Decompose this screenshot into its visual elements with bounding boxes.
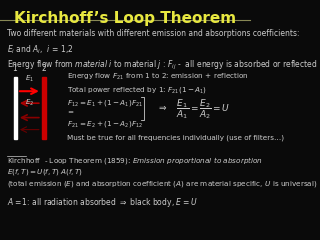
Text: =: = — [68, 109, 74, 115]
Text: Kirchhoff  - Loop Theorem (1859): $Emission$ $proportional$ $to$ $absorption$: Kirchhoff - Loop Theorem (1859): $Emissi… — [7, 155, 264, 166]
Text: $\Rightarrow\quad \dfrac{E_1}{A_1} = \dfrac{E_2}{A_2} = U$: $\Rightarrow\quad \dfrac{E_1}{A_1} = \df… — [157, 97, 231, 121]
Text: $E_i$ and $A_i$,  $i$ = 1,2: $E_i$ and $A_i$, $i$ = 1,2 — [7, 43, 74, 56]
Text: 2: 2 — [41, 64, 46, 73]
Text: (total emission ($E$) and absorption coefficient ($A$) are material specific, $U: (total emission ($E$) and absorption coe… — [7, 179, 318, 189]
Text: Kirchhoff’s Loop Theorem: Kirchhoff’s Loop Theorem — [14, 11, 236, 26]
Text: $E_2$: $E_2$ — [25, 98, 34, 108]
Text: Energy flow from $material$ $i$ to material $j$ : $F_{ij}$ -  all energy is abso: Energy flow from $material$ $i$ to mater… — [7, 59, 318, 72]
Text: Total power reflected by 1: $F_{21}(1-A_1)$: Total power reflected by 1: $F_{21}(1-A_… — [68, 85, 208, 95]
Bar — [14, 77, 17, 139]
Text: $F_{21} = E_2 + (1-A_2)F_{12}$: $F_{21} = E_2 + (1-A_2)F_{12}$ — [68, 119, 144, 129]
Text: $E(f, T) = U(f, T)\; A(f, T)$: $E(f, T) = U(f, T)\; A(f, T)$ — [7, 167, 84, 177]
Text: Two different materials with different emission and absorptions coefficients:: Two different materials with different e… — [7, 29, 300, 38]
Text: $A = 1$: all radiation absorbed $\Rightarrow$ black body, $E = U$: $A = 1$: all radiation absorbed $\Righta… — [7, 196, 198, 209]
Text: 1: 1 — [12, 64, 17, 73]
Text: $E_1$: $E_1$ — [25, 74, 34, 84]
Text: Must be true for all frequencies individually (use of filters…): Must be true for all frequencies individ… — [68, 134, 284, 141]
Bar — [43, 77, 46, 139]
Text: Energy flow $F_{21}$ from 1 to 2: emission + reflection: Energy flow $F_{21}$ from 1 to 2: emissi… — [68, 72, 249, 82]
Text: $F_{12} = E_1 + (1-A_1)F_{21}$: $F_{12} = E_1 + (1-A_1)F_{21}$ — [68, 98, 144, 108]
